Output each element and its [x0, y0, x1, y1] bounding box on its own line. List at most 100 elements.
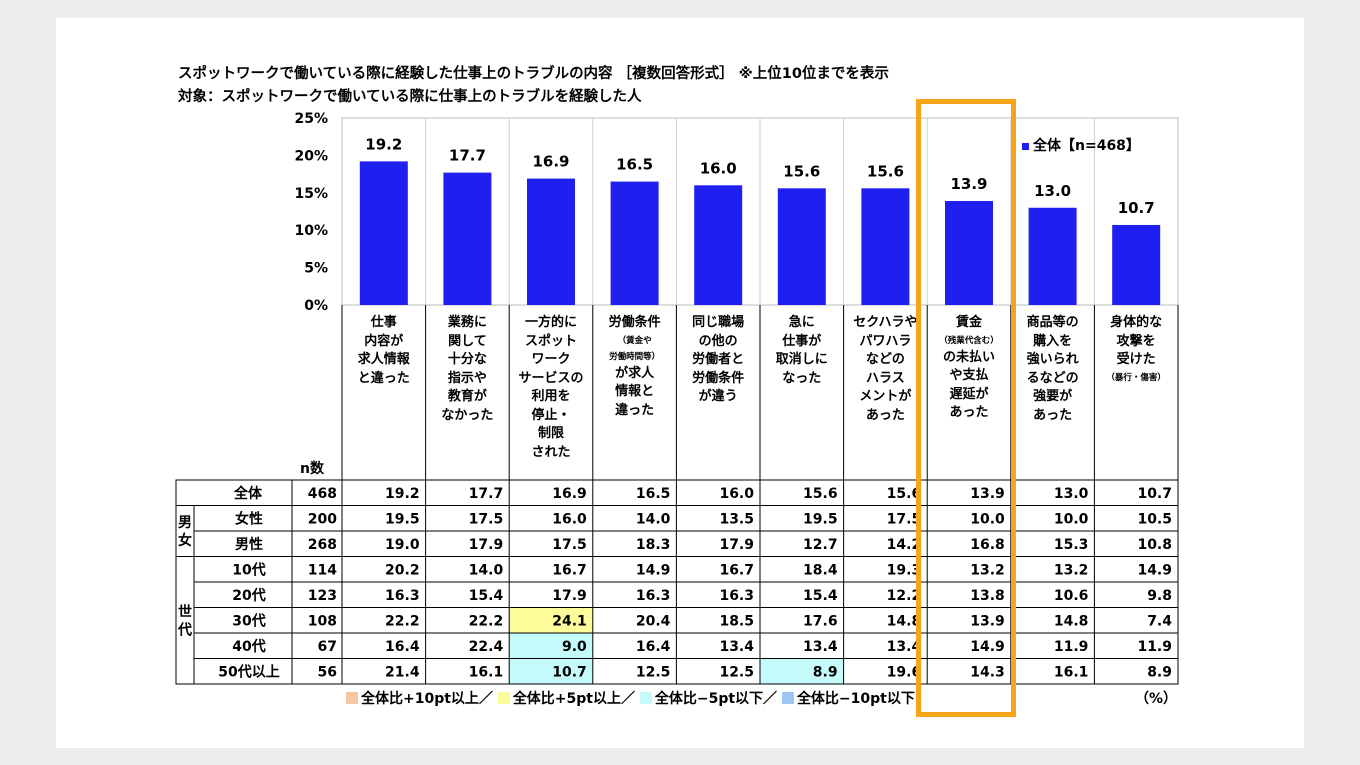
table-n-value: 56: [318, 664, 337, 680]
category-label-main: セクハラや パワハラ などの ハラス メントが あった: [853, 315, 918, 423]
table-cell-value: 14.9: [636, 562, 671, 578]
category-label-main: 賃金: [955, 315, 982, 330]
table-cell-value: 13.9: [970, 613, 1005, 629]
y-tick-label: 20%: [294, 148, 328, 164]
table-cell-value: 22.4: [469, 639, 504, 655]
table-row-label: 40代: [232, 638, 265, 655]
table-cell-value: 15.4: [469, 588, 504, 604]
category-label-note: （残業代含む）: [939, 335, 999, 346]
bar-value-label: 13.0: [1034, 182, 1071, 200]
table-n-value: 108: [308, 613, 337, 629]
table-cell-value: 19.5: [385, 511, 420, 527]
category-label-rest: が求人 情報と 違った: [615, 365, 655, 418]
table-cell-value: 14.8: [1054, 613, 1089, 629]
table-cell-value: 10.7: [1137, 486, 1172, 502]
table-cell-value: 14.2: [887, 537, 922, 553]
bar-value-label: 15.6: [783, 162, 820, 180]
table-row-label: 全体: [233, 485, 263, 502]
key-swatch-minus5: [639, 692, 652, 704]
table-cell-value: 19.0: [385, 537, 420, 553]
table-cell-value: 13.4: [803, 639, 838, 655]
category-label: 業務に 関して 十分な 指示や 教育が なかった: [426, 314, 510, 425]
bar: [694, 185, 743, 305]
table-cell-value: 15.4: [803, 588, 838, 604]
key-swatch-minus10: [781, 692, 794, 704]
table-cell-value: 18.4: [803, 562, 838, 578]
table-cell-highlight: [509, 658, 593, 684]
bar: [777, 188, 826, 305]
table-cell-value: 13.8: [970, 588, 1005, 604]
y-tick-label: 10%: [294, 223, 328, 239]
table-cell-value: 20.4: [636, 613, 671, 629]
bar-value-label: 10.7: [1118, 199, 1155, 217]
table-cell-value: 19.2: [385, 486, 420, 502]
bar: [443, 172, 492, 305]
bar: [1028, 207, 1077, 305]
category-label-main: 一方的に スポット ワーク サービスの 利用を 停止・ 制限 された: [518, 315, 584, 460]
table-cell-value: 12.7: [803, 537, 838, 553]
table-cell-value: 18.3: [636, 537, 671, 553]
table-cell-value: 13.4: [887, 639, 922, 655]
category-label-rest: の未払い や支払 遅延が あった: [942, 349, 995, 421]
bar-value-label: 16.9: [532, 153, 569, 171]
y-tick-label: 25%: [294, 111, 328, 127]
category-label: 身体的な 攻撃を 受けた （暴行・傷害）: [1094, 314, 1178, 386]
category-label: 商品等の 購入を 強いられ るなどの 強要が あった: [1011, 314, 1095, 425]
table-n-value: 468: [308, 486, 337, 502]
table-cell-value: 13.2: [970, 562, 1005, 578]
table-cell-value: 10.6: [1054, 588, 1089, 604]
table-cell-value: 14.9: [970, 639, 1005, 655]
key-plus10: 全体比+10pt以上／: [361, 691, 493, 707]
category-label-note: （賃金や 労働時間等）: [609, 335, 661, 362]
category-label: 労働条件 （賃金や 労働時間等） が求人 情報と 違った: [593, 314, 677, 420]
y-tick-label: 15%: [294, 186, 328, 202]
table-cell-highlight: [760, 658, 844, 684]
table-cell-value: 17.5: [552, 537, 587, 553]
table-cell-value: 10.8: [1137, 537, 1172, 553]
table-cell-value: 24.1: [552, 613, 587, 629]
table-cell-value: 16.7: [719, 562, 754, 578]
category-label-main: 急に 仕事が 取消しに なった: [775, 315, 828, 386]
y-tick-label: 0%: [304, 298, 328, 314]
table-cell-value: 14.0: [636, 511, 671, 527]
bar: [610, 181, 659, 305]
slide-background: [56, 18, 1304, 748]
bar: [1112, 224, 1161, 305]
table-cell-value: 22.2: [385, 613, 420, 629]
table-cell-value: 14.3: [970, 664, 1005, 680]
table-cell-value: 8.9: [1147, 664, 1172, 680]
table-cell-value: 12.5: [636, 664, 671, 680]
table-cell-value: 11.9: [1137, 639, 1172, 655]
unit-label: （%）: [1135, 691, 1178, 707]
bar-value-label: 15.6: [867, 162, 904, 180]
bar-value-label: 13.9: [950, 175, 987, 193]
table-cell-value: 19.6: [887, 664, 922, 680]
table-cell-value: 12.2: [887, 588, 922, 604]
table-cell-value: 17.7: [469, 486, 504, 502]
category-label-main: 同じ職場 の他の 労働者と 労働条件 が違う: [692, 315, 745, 404]
table-n-value: 114: [308, 562, 337, 578]
table-cell-value: 17.9: [552, 588, 587, 604]
legend: 全体【n=468】: [1022, 135, 1140, 155]
key-swatch-plus10: [346, 692, 358, 704]
table-row-label: 50代以上: [218, 663, 279, 680]
bar-value-label: 17.7: [449, 147, 486, 165]
table-cell-value: 17.6: [803, 613, 838, 629]
table-cell-value: 15.6: [803, 486, 838, 502]
category-label: 仕事 内容が 求人情報 と違った: [342, 314, 426, 388]
table-cell-value: 10.5: [1137, 511, 1172, 527]
category-label: 同じ職場 の他の 労働者と 労働条件 が違う: [676, 314, 760, 407]
table-cell-value: 17.9: [469, 537, 504, 553]
category-label: 賃金 （残業代含む） の未払い や支払 遅延が あった: [927, 314, 1011, 423]
legend-swatch: [1022, 142, 1029, 150]
table-cell-value: 13.9: [970, 486, 1005, 502]
table-cell-value: 17.9: [719, 537, 754, 553]
table-group-label: 世代: [177, 603, 192, 638]
bar: [527, 178, 575, 305]
n-count-header: n数: [300, 461, 324, 477]
table-cell-value: 9.0: [562, 639, 587, 655]
category-label: セクハラや パワハラ などの ハラス メントが あった: [844, 314, 928, 425]
table-cell-value: 22.2: [469, 613, 504, 629]
chart-subtitle: 対象：スポットワークで働いている際に仕事上のトラブルを経験した人: [178, 89, 642, 105]
